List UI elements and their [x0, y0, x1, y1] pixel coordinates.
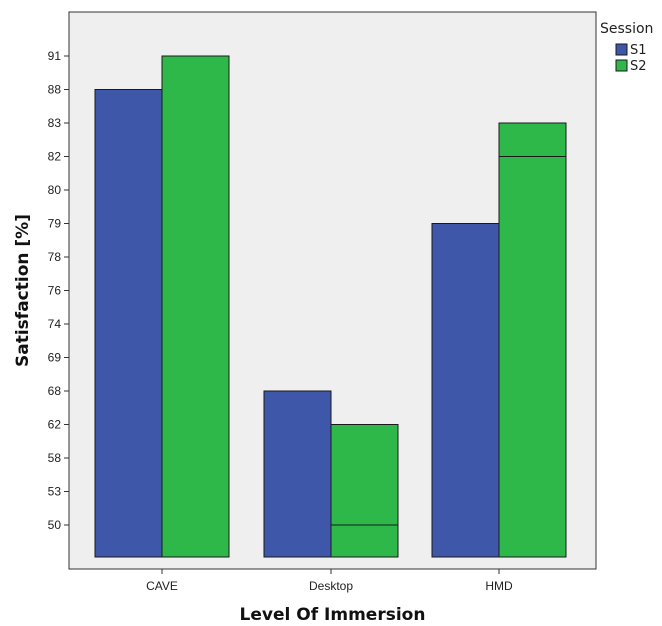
bar-cave-s2 [161, 55, 230, 558]
x-axis-title: Level Of Immersion [240, 605, 426, 625]
y-tick-label: 78 [48, 250, 62, 264]
y-tick-label: 80 [48, 183, 62, 197]
inner-lines-group [331, 156, 566, 526]
bars-group [94, 55, 567, 558]
y-tick-label: 79 [48, 217, 62, 231]
legend-swatch-s1 [615, 43, 628, 56]
legend-label-s2: S2 [630, 59, 647, 74]
y-axis: 91 88 83 82 80 79 78 76 74 69 68 62 58 53 50 [48, 49, 69, 532]
y-tick-label: 69 [48, 351, 62, 365]
bar-cave-s1 [94, 89, 163, 558]
y-tick-label: 82 [48, 150, 62, 164]
x-tick-label-desktop: Desktop [309, 579, 353, 593]
bar-hmd-s1 [431, 223, 500, 558]
x-axis: CAVE Desktop HMD [146, 569, 513, 593]
y-tick-label: 50 [48, 518, 62, 532]
y-tick-label: 62 [48, 418, 62, 432]
bar-desktop-s2 [330, 424, 399, 558]
y-tick-label: 91 [48, 49, 62, 63]
y-tick-label: 53 [48, 485, 62, 499]
bar-desktop-s1 [263, 390, 332, 558]
y-tick-label: 68 [48, 384, 62, 398]
bar-hmd-s2 [498, 122, 567, 558]
y-tick-label: 76 [48, 284, 62, 298]
y-tick-label: 83 [48, 116, 62, 130]
x-tick-label-cave: CAVE [146, 579, 178, 593]
x-tick-label-hmd: HMD [485, 579, 513, 593]
y-tick-label: 88 [48, 83, 62, 97]
y-axis-title: Satisfaction [%] [13, 214, 33, 367]
y-tick-label: 74 [48, 317, 62, 331]
legend-label-s1: S1 [630, 43, 647, 58]
legend-swatch-s2 [615, 59, 628, 72]
y-tick-label: 58 [48, 451, 62, 465]
legend-title: Session [600, 21, 653, 37]
